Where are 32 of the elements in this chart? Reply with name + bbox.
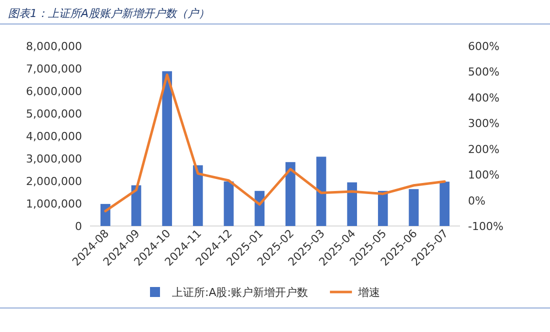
y-tick-label: 5,000,000 bbox=[26, 108, 82, 120]
y2-tick-label: 0% bbox=[468, 194, 486, 208]
y-tick-label: 7,000,000 bbox=[26, 62, 82, 76]
bar bbox=[347, 182, 358, 226]
y-tick-label: 8,000,000 bbox=[26, 40, 82, 53]
y-tick-label: 0 bbox=[75, 220, 82, 233]
bar bbox=[192, 165, 203, 226]
bar bbox=[224, 181, 234, 226]
bar bbox=[254, 190, 265, 226]
bar bbox=[316, 156, 326, 226]
bar bbox=[100, 204, 110, 226]
y-tick-label: 2,000,000 bbox=[26, 175, 82, 188]
bar bbox=[378, 190, 388, 226]
bar bbox=[440, 182, 450, 226]
legend-label: 增速 bbox=[356, 286, 380, 299]
line-series bbox=[104, 74, 446, 212]
bar bbox=[285, 162, 296, 226]
y-tick-label: 3,000,000 bbox=[26, 152, 82, 166]
bar bbox=[162, 71, 172, 226]
chart-title: 图表1：上证所A股账户新增开户数（户） bbox=[8, 7, 210, 20]
y-tick-label: 6,000,000 bbox=[26, 85, 82, 98]
legend-label: 上证所:A股:账户新增开户数 bbox=[172, 286, 308, 299]
y2-tick-label: 600% bbox=[468, 40, 500, 53]
y2-tick-label: 500% bbox=[468, 66, 500, 79]
y-tick-label: 4,000,000 bbox=[26, 130, 82, 143]
y2-tick-label: 400% bbox=[468, 91, 500, 104]
y2-tick-label: 100% bbox=[468, 168, 500, 182]
y2-tick-label: 200% bbox=[468, 142, 500, 156]
y-tick-label: 1,000,000 bbox=[26, 198, 82, 210]
y2-tick-label: -100% bbox=[468, 220, 504, 233]
bar bbox=[408, 189, 419, 226]
y2-tick-label: 300% bbox=[468, 117, 500, 130]
